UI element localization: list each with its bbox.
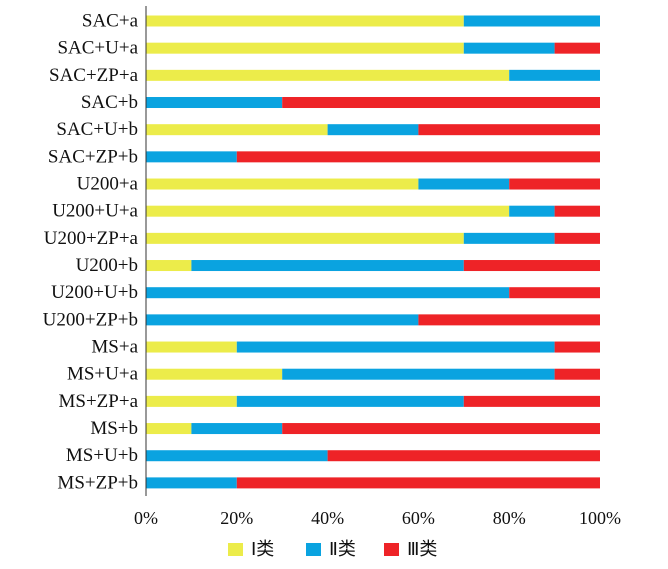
- bar-segment-series-2: [327, 124, 419, 136]
- category-label: U200+a: [77, 174, 139, 195]
- bar-segment-series-2: [509, 69, 600, 81]
- bar-segment-series-3: [236, 477, 601, 489]
- bar-segment-series-2: [282, 368, 555, 380]
- bar-segment-series-2: [146, 287, 510, 299]
- bar-segment-series-3: [463, 395, 600, 407]
- legend-label: Ⅲ类: [407, 539, 437, 560]
- category-label: MS+U+a: [67, 364, 139, 385]
- bar-segment-series-3: [327, 450, 600, 462]
- bar-segment-series-2: [191, 260, 464, 272]
- legend-label: Ⅰ类: [251, 539, 274, 560]
- bar-segment-series-1: [146, 395, 237, 407]
- bar-segment-series-3: [554, 205, 600, 217]
- bar-segment-series-1: [146, 423, 192, 435]
- category-labels: SAC+a SAC+U+a SAC+ZP+a SAC+b SAC+U+b SAC+ZP+b…: [43, 11, 139, 494]
- bar-segment-series-3: [282, 97, 600, 109]
- bars-group: [146, 15, 601, 489]
- bar-segment-series-2: [463, 42, 555, 54]
- category-label: MS+U+b: [66, 445, 138, 466]
- bar-segment-series-1: [146, 124, 328, 136]
- category-label: U200+b: [76, 255, 138, 276]
- bar-segment-series-2: [236, 395, 464, 407]
- bar-segment-series-2: [418, 178, 510, 190]
- category-label: SAC+U+b: [56, 119, 138, 140]
- bar-segment-series-2: [146, 450, 328, 462]
- category-label: U200+ZP+a: [44, 228, 139, 249]
- bar-segment-series-1: [146, 232, 464, 244]
- x-tick-label: 40%: [311, 508, 344, 528]
- bar-segment-series-3: [463, 260, 600, 272]
- bar-segment-series-3: [554, 232, 600, 244]
- bar-segment-series-3: [554, 42, 600, 54]
- bar-segment-series-2: [236, 341, 555, 353]
- category-label: SAC+ZP+a: [49, 65, 139, 86]
- bar-segment-series-1: [146, 260, 192, 272]
- bar-segment-series-3: [509, 287, 600, 299]
- x-tick-label: 100%: [579, 508, 621, 528]
- category-label: SAC+U+a: [57, 38, 138, 59]
- bar-segment-series-1: [146, 42, 464, 54]
- category-label: MS+a: [91, 337, 138, 358]
- bar-segment-series-2: [463, 232, 555, 244]
- bar-segment-series-2: [191, 423, 283, 435]
- x-tick-label: 80%: [493, 508, 526, 528]
- legend-swatch: [306, 543, 321, 556]
- x-tick-label: 20%: [220, 508, 253, 528]
- category-label: SAC+a: [82, 11, 139, 32]
- x-tick-label: 60%: [402, 508, 435, 528]
- legend-label: Ⅱ类: [329, 539, 356, 560]
- bar-segment-series-1: [146, 69, 510, 81]
- category-label: MS+ZP+a: [59, 391, 139, 412]
- bar-segment-series-1: [146, 341, 237, 353]
- bar-segment-series-2: [146, 151, 237, 163]
- category-label: U200+U+a: [52, 201, 138, 222]
- bar-segment-series-2: [146, 314, 419, 326]
- bar-segment-series-1: [146, 205, 510, 217]
- bar-segment-series-1: [146, 368, 283, 380]
- category-label: MS+b: [90, 418, 138, 439]
- bar-segment-series-1: [146, 15, 464, 27]
- bar-segment-series-1: [146, 178, 419, 190]
- bar-segment-series-2: [509, 205, 555, 217]
- bar-segment-series-3: [509, 178, 600, 190]
- x-tick-labels: 0% 20% 40% 60% 80% 100%: [134, 508, 621, 528]
- bar-segment-series-3: [554, 341, 600, 353]
- bar-segment-series-3: [418, 124, 600, 136]
- legend: Ⅰ类 Ⅱ类 Ⅲ类: [228, 539, 437, 560]
- category-label: MS+ZP+b: [57, 472, 138, 493]
- x-tick-label: 0%: [134, 508, 158, 528]
- bar-segment-series-3: [282, 423, 600, 435]
- legend-swatch: [228, 543, 243, 556]
- legend-swatch: [384, 543, 399, 556]
- bar-segment-series-3: [554, 368, 600, 380]
- category-label: U200+ZP+b: [43, 309, 138, 330]
- category-label: SAC+ZP+b: [48, 146, 138, 167]
- category-label: U200+U+b: [51, 282, 138, 303]
- bar-segment-series-2: [463, 15, 600, 27]
- bar-segment-series-3: [418, 314, 600, 326]
- bar-segment-series-2: [146, 477, 237, 489]
- bar-segment-series-2: [146, 97, 283, 109]
- bar-segment-series-3: [236, 151, 601, 163]
- category-label: SAC+b: [81, 92, 138, 113]
